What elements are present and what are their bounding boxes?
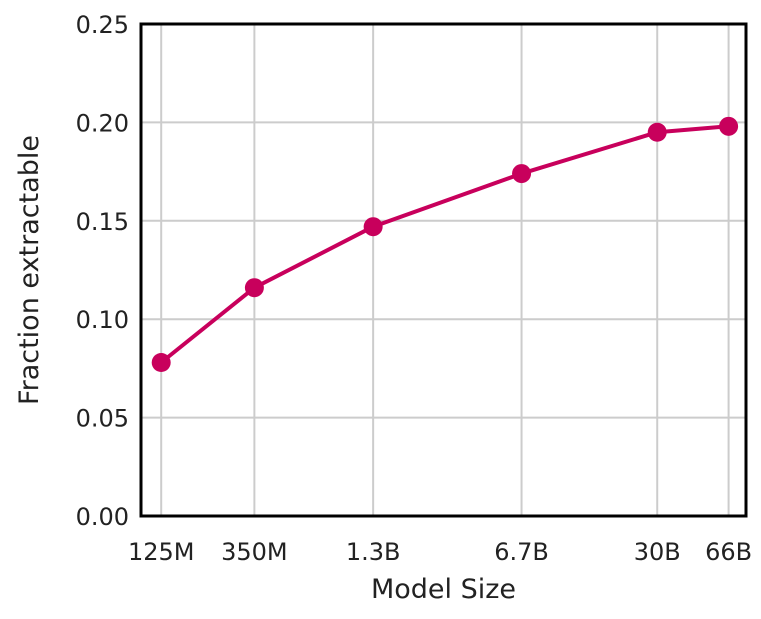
y-tick-label: 0.25	[76, 11, 129, 39]
x-axis-title: Model Size	[371, 574, 516, 605]
y-tick-labels: 0.00 0.05 0.10 0.15 0.20 0.25	[76, 11, 129, 531]
y-tick-label: 0.00	[76, 503, 129, 531]
data-points	[151, 116, 739, 372]
series-line-0	[159, 124, 729, 365]
x-tick-label: 6.7B	[494, 538, 549, 566]
data-point-66B	[719, 116, 739, 136]
y-tick-label: 0.20	[76, 109, 129, 137]
y-tick-label: 0.10	[76, 306, 129, 334]
series-line-group	[159, 124, 729, 365]
data-point-125M	[151, 352, 171, 372]
x-tick-label: 350M	[221, 538, 288, 566]
y-tick-label: 0.05	[76, 405, 129, 433]
grid	[141, 23, 746, 517]
data-point-1.3B	[363, 217, 383, 237]
data-point-6.7B	[512, 164, 532, 184]
x-tick-label: 1.3B	[346, 538, 401, 566]
data-point-350M	[244, 278, 264, 298]
x-tick-labels: 125M 350M 1.3B 6.7B 30B 66B	[128, 538, 752, 566]
x-tick-label: 125M	[128, 538, 195, 566]
plot-frame	[139, 22, 748, 518]
y-tick-label: 0.15	[76, 208, 129, 236]
x-tick-label: 66B	[705, 538, 752, 566]
y-axis-title: Fraction extractable	[14, 135, 45, 405]
x-tick-label: 30B	[634, 538, 681, 566]
data-point-30B	[647, 122, 667, 142]
